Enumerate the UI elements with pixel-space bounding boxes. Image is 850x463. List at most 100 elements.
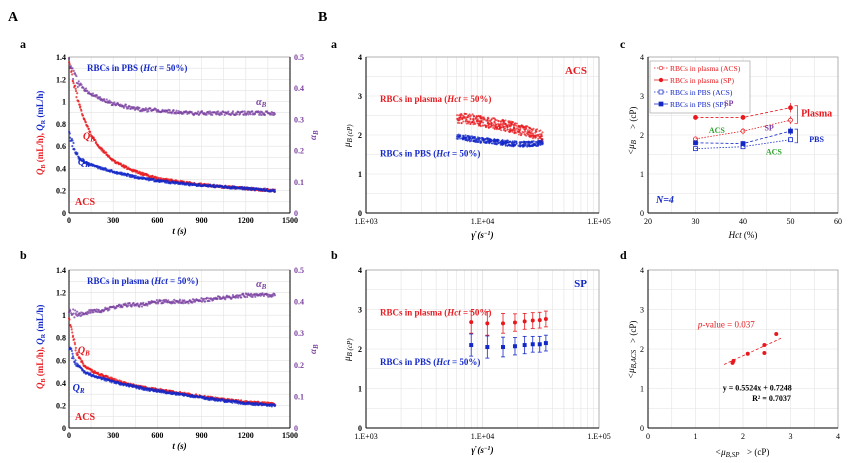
panel-A-b-point <box>97 309 101 312</box>
panel-B-a-point <box>479 122 482 125</box>
panel-A-a-point <box>134 174 137 177</box>
panel-B-a-point <box>484 124 487 127</box>
panel-B-b-ytick-label: 4 <box>358 266 362 275</box>
panel-B-a-point <box>493 121 496 124</box>
panel-B-a-point <box>504 119 507 122</box>
panel-A-b-ylabel-left: QB (mL/h), QR (mL/h) <box>35 305 47 389</box>
panel-A-b-point <box>92 311 95 314</box>
panel-A-b-point <box>126 382 130 386</box>
panel-A-b-ytick-label: 0.8 <box>56 334 66 343</box>
panel-A-a-xtick-label: 1200 <box>238 216 254 225</box>
panel-B-a-point <box>494 119 497 122</box>
panel-B-a-point <box>509 144 512 147</box>
panel-B-a-point <box>531 140 534 143</box>
panel-B-a-point <box>534 140 537 143</box>
panel-B-a-point <box>472 119 475 122</box>
panel-B-d-fit-line <box>723 337 782 365</box>
panel-A-b-point <box>138 305 141 308</box>
panel-B-a-title: ACS <box>565 65 587 77</box>
panel-B-c-legend <box>649 60 751 114</box>
panel-B-c-legend-label: RBCs in PBS (ACS) <box>670 88 733 97</box>
panel-A-a-series-alphaB <box>67 57 276 117</box>
panel-B-d-point <box>762 343 767 348</box>
panel-B-a-point <box>473 136 476 139</box>
panel-B-a-point <box>529 134 532 137</box>
panel-B-b-point <box>543 341 548 346</box>
panel-B-a-ytick-label: 1 <box>358 170 362 179</box>
panel-B-a-point <box>506 128 509 131</box>
panel-B-a-point <box>457 114 460 117</box>
panel-B-a-point <box>528 141 531 144</box>
panel-A-b-point <box>71 352 74 355</box>
panel-A-a-point <box>124 103 127 106</box>
panel-B-d-xtick-label: 4 <box>836 432 840 441</box>
panel-A-a-point <box>133 174 136 178</box>
panel-B-d-ytick-label: 1 <box>640 385 644 394</box>
panel-A-a-y2tick-label: 0 <box>294 209 298 218</box>
panel-A-b-point <box>69 309 72 313</box>
panel-B-b-point <box>530 342 535 347</box>
panel-A-a-point <box>68 132 71 135</box>
panel-B-a-point <box>494 143 497 146</box>
panel-A-b-point <box>177 301 181 304</box>
panel-B-a-point <box>486 122 489 125</box>
panel-A-b-point <box>73 316 76 319</box>
panel-A-b-point <box>203 297 206 300</box>
panel-B-c-xtick-label: 20 <box>644 217 652 226</box>
panel-A-b-point <box>132 301 135 305</box>
panel-A-a-point <box>94 139 97 142</box>
panel-A-a-corner-label: ACS <box>75 197 95 208</box>
panel-B-a-point <box>464 120 467 123</box>
panel-B-d-xtick-label: 3 <box>789 432 793 441</box>
panel-A-b-point <box>204 300 207 303</box>
panel-B-a-point <box>489 140 492 143</box>
panel-A-a-point <box>227 110 230 113</box>
panel-B-a-point <box>506 144 509 147</box>
panel-A-a-point <box>114 159 117 163</box>
panel-A-b-point <box>73 341 76 344</box>
panel-B-a-point <box>525 140 528 143</box>
panel-B-a-point <box>472 123 475 126</box>
panel-B-c-annotation-acs-1: ACS <box>709 126 726 135</box>
panel-A-b-y2tick-label: 0.5 <box>294 266 304 275</box>
panel-B-b-xtick-label: 1.E+03 <box>354 432 377 441</box>
panel-A-b-point <box>73 343 77 346</box>
panel-B-c-ylabel-unit: > (cP) <box>628 107 638 129</box>
panel-B-a-point <box>493 117 496 120</box>
panel-B-a-point <box>525 127 528 130</box>
panel-B-b-point <box>512 320 517 325</box>
panel-B-a-point <box>467 122 470 125</box>
panel-B-a-point <box>461 118 464 121</box>
panel-A-b-point <box>96 371 100 374</box>
panel-A-b-point <box>237 296 240 299</box>
panel-A-b-point <box>100 311 103 314</box>
panel-A-b-point <box>76 310 79 313</box>
panel-A-a-point <box>249 113 252 116</box>
panel-B-a-point <box>522 140 525 143</box>
panel-B-c-annotation-plasma-2: Plasma <box>801 108 832 119</box>
panel-B-a-grid <box>365 56 600 214</box>
panel-B-a-point <box>504 141 507 144</box>
panel-B-d-xlabel: <μB,SP <box>715 447 740 459</box>
panel-A-a-point <box>220 113 223 116</box>
panel-A-b-ytick-label: 0.6 <box>56 356 66 365</box>
panel-A-b-point <box>72 308 75 311</box>
panel-A-a-point <box>68 63 71 66</box>
panel-A-a-point <box>87 127 90 130</box>
panel-A-b-point <box>142 301 145 304</box>
panel-A-a-point <box>105 98 108 101</box>
panel-B-a-point <box>486 117 489 120</box>
panel-A-a-point <box>94 141 98 144</box>
panel-A-a-point <box>205 113 208 116</box>
panel-A-a-annotation-alphaB: αB <box>256 97 267 109</box>
panel-B-a-point <box>457 136 460 139</box>
panel-B-a-point <box>482 121 485 124</box>
panel-A-a-point <box>133 106 136 109</box>
panel-B-a-point <box>474 122 477 125</box>
panel-B-a-point <box>463 112 466 115</box>
panel-B-a-point <box>470 114 473 117</box>
panel-B-a-point <box>540 133 543 136</box>
panel-B-a-point <box>518 130 521 133</box>
panel-A-a-point <box>263 187 266 190</box>
panel-A-b-point <box>72 312 75 315</box>
